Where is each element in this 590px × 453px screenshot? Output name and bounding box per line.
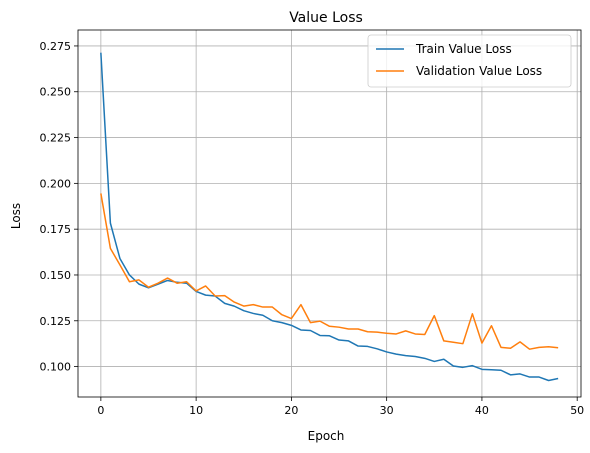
series-lines xyxy=(100,52,559,382)
y-tick-label: 0.225 xyxy=(40,132,72,145)
x-tick-label: 20 xyxy=(284,404,298,417)
x-tick-label: 10 xyxy=(189,404,203,417)
x-tick-label: 40 xyxy=(475,404,489,417)
y-axis-label: Loss xyxy=(9,203,23,229)
y-tick-label: 0.250 xyxy=(40,86,72,99)
y-tick-label: 0.150 xyxy=(40,269,72,282)
x-tick-label: 50 xyxy=(570,404,584,417)
y-tick-label: 0.200 xyxy=(40,177,72,190)
y-tick-label: 0.125 xyxy=(40,315,72,328)
x-axis-ticks: 0 10 20 30 40 50 xyxy=(97,397,584,417)
y-tick-label: 0.175 xyxy=(40,223,72,236)
y-axis-ticks: 0.100 0.125 0.150 0.175 0.200 0.225 0.250 0.275 xyxy=(40,40,78,374)
y-tick-label: 0.100 xyxy=(40,361,72,374)
legend-label: Train Value Loss xyxy=(415,42,512,56)
plot-frame xyxy=(77,29,582,398)
series-line-validation xyxy=(100,193,559,350)
chart-title: Value Loss xyxy=(289,10,363,26)
legend: Train Value Loss Validation Value Loss xyxy=(367,34,572,88)
legend-label: Validation Value Loss xyxy=(416,64,542,78)
x-tick-label: 30 xyxy=(380,404,394,417)
x-axis-label: Epoch xyxy=(308,429,345,443)
series-line-train xyxy=(100,52,559,382)
legend-box xyxy=(367,34,572,88)
x-tick-label: 0 xyxy=(97,404,104,417)
y-tick-label: 0.275 xyxy=(40,40,72,53)
